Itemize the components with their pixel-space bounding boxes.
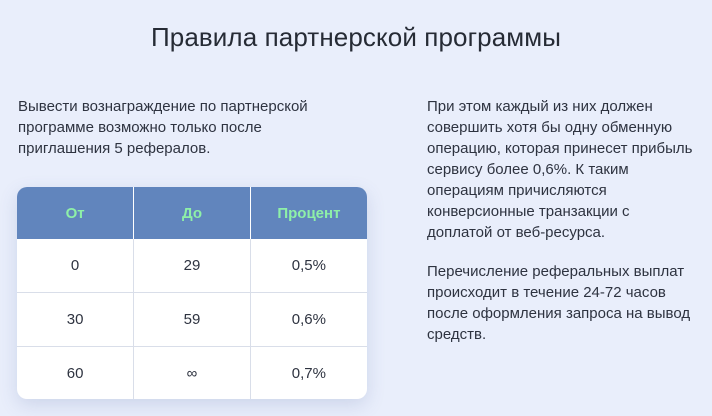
commission-table: От До Процент 0 29 0,5% 30 59 0,6% 60 ∞ … xyxy=(17,187,367,399)
commission-table-grid: От До Процент 0 29 0,5% 30 59 0,6% 60 ∞ … xyxy=(17,187,367,399)
cell-to: 59 xyxy=(133,292,251,347)
cell-percent: 0,6% xyxy=(250,292,367,347)
rules-paragraph-1: При этом каждый из них должен совершить … xyxy=(427,98,693,241)
header-to: До xyxy=(133,187,251,239)
table-header-row: От До Процент xyxy=(17,187,367,239)
table-row: 30 59 0,6% xyxy=(17,292,367,347)
cell-from: 0 xyxy=(17,239,135,293)
rules-paragraph-2: Перечисление реферальных выплат происход… xyxy=(427,263,691,343)
rules-description: При этом каждый из них должен совершить … xyxy=(427,96,697,363)
table-row: 60 ∞ 0,7% xyxy=(17,346,367,399)
cell-to: 29 xyxy=(133,239,251,293)
cell-from: 60 xyxy=(17,346,135,399)
header-percent: Процент xyxy=(250,187,367,239)
page-title: Правила партнерской программы xyxy=(150,22,562,52)
header-from: От xyxy=(17,187,135,239)
table-row: 0 29 0,5% xyxy=(17,239,367,293)
cell-percent: 0,5% xyxy=(250,239,367,293)
cell-percent: 0,7% xyxy=(291,365,326,382)
cell-from: 30 xyxy=(17,292,135,347)
intro-text: Вывести вознаграждение по партнерской пр… xyxy=(18,98,308,157)
cell-to: ∞ xyxy=(133,346,251,399)
